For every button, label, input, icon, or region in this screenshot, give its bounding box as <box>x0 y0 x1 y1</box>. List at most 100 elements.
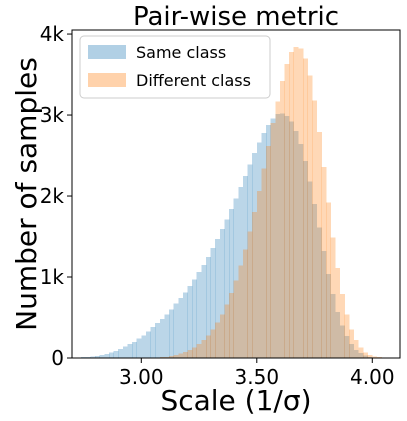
y-tick-label: 2k <box>40 184 65 208</box>
histogram-bar <box>316 227 322 358</box>
histogram-bar <box>266 124 271 358</box>
histogram-bar <box>242 249 248 358</box>
histogram-bar <box>205 256 211 358</box>
histogram-bar <box>298 48 304 358</box>
histogram-bar <box>367 354 373 358</box>
histogram-bar <box>229 293 234 358</box>
histogram-bar <box>150 327 156 358</box>
histogram-bar <box>187 285 193 358</box>
legend-box <box>79 35 271 99</box>
histogram-bar <box>293 131 299 358</box>
histogram-bar <box>307 181 313 358</box>
histogram-bar <box>279 81 285 359</box>
histogram-bar <box>266 145 271 358</box>
histogram-bar <box>256 142 262 358</box>
histogram-bar <box>141 335 147 358</box>
x-tick-label: 4.00 <box>350 365 395 389</box>
histogram-bar <box>215 322 221 358</box>
histogram-bar <box>210 329 216 358</box>
histogram-bar <box>344 336 350 358</box>
histogram-bar <box>302 161 308 358</box>
histogram-bar <box>293 47 299 358</box>
histogram-bar <box>256 191 262 358</box>
series-0 <box>81 113 387 358</box>
histogram-bar <box>113 351 119 358</box>
histogram-bar <box>224 219 230 358</box>
y-tick-label: 1k <box>40 265 65 289</box>
legend-swatch-different-class <box>88 73 126 87</box>
histogram-bar <box>136 338 142 358</box>
histogram-bar <box>127 344 133 358</box>
histogram-bar <box>261 168 267 358</box>
histogram-bar <box>219 314 225 358</box>
histogram-bar <box>353 340 359 358</box>
histogram-bar <box>363 352 368 358</box>
histogram-bar <box>164 314 170 358</box>
legend-label-same-class: Same class <box>136 43 226 62</box>
histogram-bar <box>192 279 198 358</box>
histogram-bar <box>104 353 110 358</box>
histogram-bar <box>270 118 276 358</box>
histogram-bar <box>363 355 368 358</box>
histogram-bar <box>275 101 281 358</box>
histogram-bar <box>210 247 216 358</box>
histogram-bar <box>205 335 211 358</box>
histogram-bar <box>145 331 151 358</box>
histogram-bar <box>289 51 295 358</box>
histogram-bar <box>252 212 258 358</box>
histogram-bar <box>289 121 295 358</box>
histogram-bar <box>108 352 114 358</box>
histogram-bar <box>173 354 179 358</box>
histogram-bar <box>279 113 285 358</box>
histogram-bar <box>196 344 202 358</box>
histogram-bar <box>187 349 193 358</box>
histogram-bar <box>169 309 174 358</box>
histogram-bar <box>330 294 336 358</box>
histogram-bar <box>155 323 161 358</box>
histogram-bar <box>353 349 359 358</box>
x-axis-ticks: 3.00 3.50 4.00 <box>119 358 395 389</box>
histogram-bar <box>321 251 327 358</box>
histogram-bar <box>349 329 355 358</box>
chart-title: Pair-wise metric <box>133 2 339 32</box>
histogram-bar <box>312 204 318 358</box>
histogram-bar <box>192 347 198 358</box>
x-tick-label: 3.50 <box>235 365 280 389</box>
plot-area <box>81 47 387 359</box>
histogram-bar <box>173 303 179 358</box>
histogram-bar <box>201 340 207 358</box>
histogram-bar <box>367 356 373 358</box>
histogram-bar <box>219 229 225 358</box>
histogram-bar <box>169 355 174 358</box>
histogram-bar <box>196 272 202 358</box>
histogram-bar <box>99 355 105 358</box>
y-axis-ticks: 0 1k 2k 3k 4k <box>40 22 72 370</box>
histogram-bar <box>252 153 258 358</box>
histogram-bar <box>312 100 318 358</box>
histogram-bar <box>159 319 165 358</box>
histogram-bar <box>182 292 188 358</box>
histogram-bar <box>182 351 188 358</box>
histogram-bar <box>321 166 327 358</box>
histogram-bar <box>330 237 336 358</box>
histogram-bar <box>229 208 234 358</box>
histogram-bar <box>344 314 350 358</box>
histogram-bar <box>316 132 322 358</box>
histogram-bar <box>372 356 378 358</box>
histogram-bar <box>122 346 128 358</box>
histogram-bar <box>307 75 313 358</box>
histogram-bar <box>326 202 332 358</box>
histogram-bar <box>238 187 244 358</box>
histogram-bar <box>164 356 170 358</box>
histogram-bar <box>201 264 207 358</box>
histogram-bar <box>261 132 267 358</box>
histogram-bar <box>247 231 253 358</box>
histogram-bar <box>349 344 355 358</box>
histogram-bar <box>326 273 332 358</box>
histogram-bar <box>302 58 308 359</box>
histogram-bar <box>224 304 230 358</box>
histogram-bar <box>284 64 290 358</box>
histogram-bar <box>85 356 91 358</box>
histogram-bar <box>215 238 221 358</box>
